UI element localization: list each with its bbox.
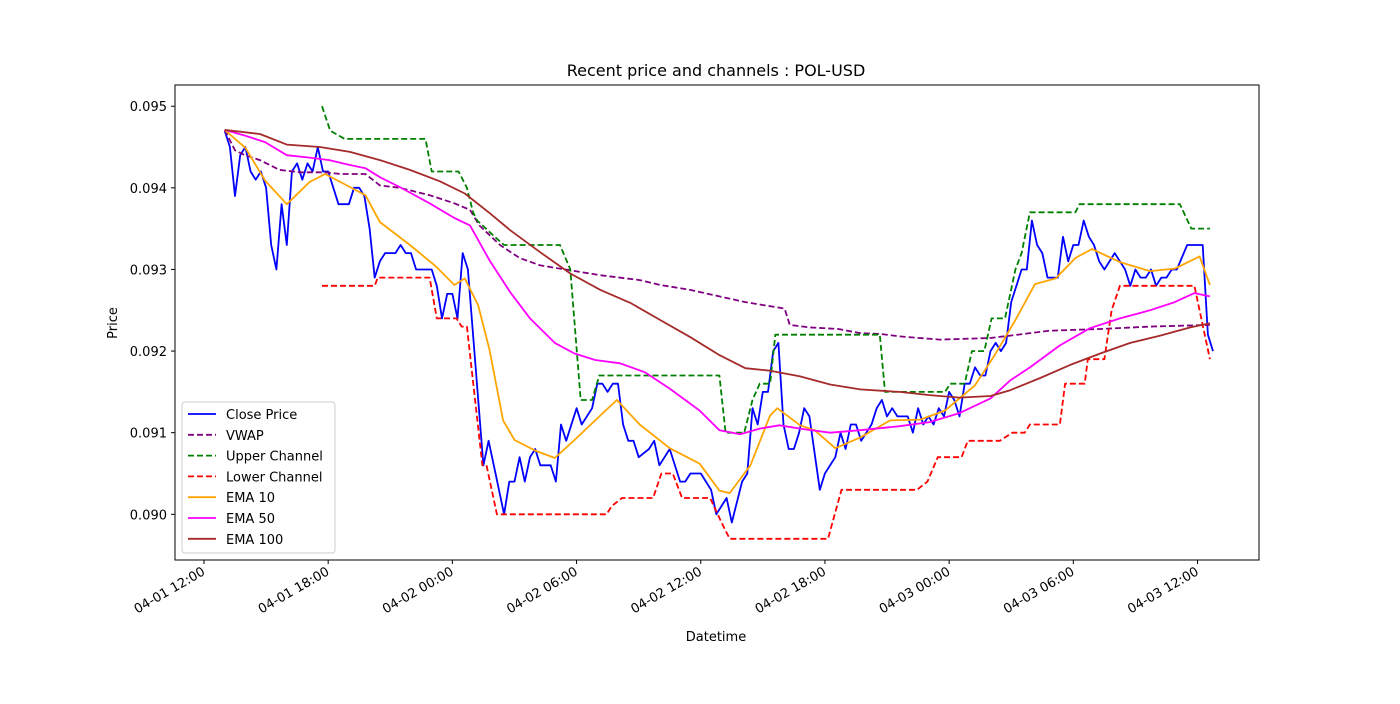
y-tick-label: 0.093 <box>130 263 167 278</box>
y-axis-label: Price <box>106 307 121 339</box>
legend-label-lower-channel: Lower Channel <box>226 470 322 485</box>
chart-title: Recent price and channels : POL-USD <box>567 61 866 80</box>
x-tick-label: 04-02 06:00 <box>504 564 580 617</box>
legend-label-vwap: VWAP <box>226 429 264 444</box>
x-tick-label: 04-02 18:00 <box>753 564 829 617</box>
x-tick-label: 04-02 12:00 <box>629 564 705 617</box>
legend-label-close-price: Close Price <box>226 408 297 423</box>
legend-label-upper-channel: Upper Channel <box>226 450 323 465</box>
x-tick-label: 04-03 06:00 <box>1001 564 1077 617</box>
axes-frame <box>174 84 1260 561</box>
x-tick-label: 04-01 12:00 <box>132 564 208 617</box>
legend-box <box>181 401 336 554</box>
x-axis-label: Datetime <box>686 630 746 645</box>
y-tick-label: 0.095 <box>130 100 167 115</box>
x-tick-label: 04-02 00:00 <box>380 564 456 617</box>
x-tick-label: 04-03 00:00 <box>877 564 953 617</box>
series-line-close-price <box>223 130 1214 524</box>
series-line-ema-100 <box>224 129 1211 399</box>
y-tick-label: 0.090 <box>130 508 167 523</box>
legend-label-ema-10: EMA 10 <box>226 491 275 506</box>
legend-label-ema-50: EMA 50 <box>226 512 275 527</box>
series-line-ema-10 <box>224 129 1211 494</box>
y-tick-label: 0.092 <box>130 345 167 360</box>
x-tick-label: 04-03 12:00 <box>1125 564 1201 617</box>
series-line-ema-50 <box>224 129 1211 436</box>
series-line-upper-channel <box>321 105 1210 434</box>
x-tick-label: 04-01 18:00 <box>256 564 332 617</box>
legend: Close Price VWAP Upper Channel Lower Channe… <box>181 401 336 554</box>
y-tick-label: 0.091 <box>130 427 167 442</box>
y-tick-label: 0.094 <box>130 182 167 197</box>
series-line-vwap <box>223 129 1210 341</box>
legend-label-ema-100: EMA 100 <box>226 533 283 548</box>
series-line-lower-channel <box>322 276 1211 540</box>
